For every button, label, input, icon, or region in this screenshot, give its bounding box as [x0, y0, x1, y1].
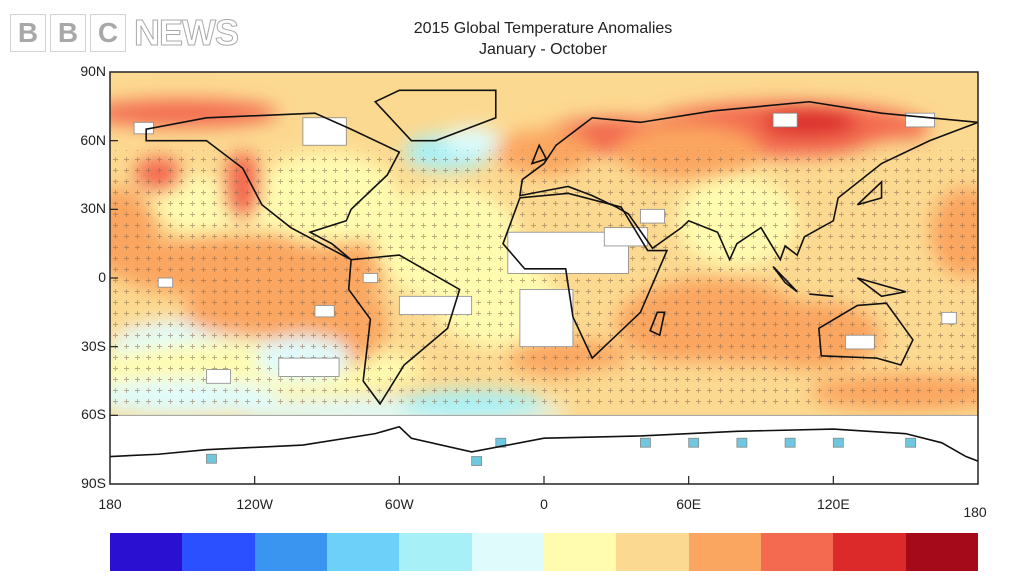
logo-letter: C — [90, 14, 126, 52]
no-data-cell — [206, 369, 231, 384]
latitude-label: 90S — [81, 475, 106, 491]
coastline — [818, 302, 914, 366]
colorbar-swatch — [544, 533, 617, 571]
bbc-news-logo: B B C NEWS — [10, 12, 240, 53]
no-data-cell — [157, 277, 174, 288]
colorbar-swatch — [182, 533, 256, 571]
longitude-label: 0 — [540, 496, 548, 512]
coastline — [373, 89, 497, 142]
coastline — [347, 254, 461, 406]
anomaly-region — [442, 126, 501, 155]
colorbar-swatch — [399, 533, 473, 571]
coastline — [110, 425, 978, 462]
longitude-label: 180 — [963, 504, 987, 520]
coastline — [649, 311, 666, 337]
no-data-cell — [206, 453, 217, 464]
latitude-label: 60S — [81, 406, 106, 423]
no-data-cell — [844, 334, 875, 350]
no-data-cell — [688, 437, 700, 448]
logo-letter: B — [10, 14, 46, 52]
no-data-cell — [772, 112, 798, 128]
coastline — [856, 277, 906, 298]
latitude-label: 30N — [80, 200, 106, 217]
colorbar-swatch — [471, 533, 545, 571]
longitude-label: 120W — [236, 496, 273, 512]
anomaly-region — [110, 99, 279, 127]
coastline — [809, 293, 834, 298]
no-data-cell — [640, 208, 665, 224]
map-title: 2015 Global Temperature Anomalies — [413, 20, 673, 37]
longitude-label: 60E — [676, 496, 702, 512]
colorbar-swatch — [905, 533, 979, 571]
no-data-cell — [278, 357, 340, 377]
coastline — [502, 192, 669, 360]
significance-stipple — [110, 150, 978, 410]
longitude-label: 120E — [816, 496, 850, 512]
colorbar-swatch — [110, 533, 183, 571]
coastline — [856, 180, 883, 206]
logo-letter: B — [50, 14, 86, 52]
colorbar-swatch — [761, 533, 834, 571]
colorbar-swatch — [616, 533, 690, 571]
longitude-label: 60W — [384, 496, 414, 512]
coastline — [530, 143, 548, 165]
latitude-label: 90N — [80, 63, 106, 79]
no-data-cell — [398, 295, 473, 316]
no-data-cell — [471, 456, 483, 466]
coastline — [518, 100, 978, 262]
colorbar-swatch — [688, 533, 762, 571]
colorbar-swatch — [327, 533, 400, 571]
no-data-cell — [519, 289, 574, 348]
no-data-cell — [784, 437, 796, 448]
coastline — [145, 112, 401, 261]
no-data-cell — [314, 305, 335, 318]
no-data-cell — [640, 437, 651, 448]
longitude-label: 180 — [98, 496, 122, 512]
latitude-label: 60N — [80, 131, 106, 148]
no-data-cell — [832, 437, 844, 448]
map-subtitle: January - October — [478, 41, 608, 58]
latitude-label: 30S — [81, 337, 106, 354]
no-data-cell — [302, 117, 347, 146]
no-data-cell — [941, 311, 957, 325]
no-data-region — [110, 414, 978, 484]
coastline — [772, 266, 798, 293]
colorbar-swatch — [254, 533, 328, 571]
no-data-cell — [362, 273, 379, 283]
no-data-cell — [736, 437, 748, 448]
latitude-label: 0 — [98, 269, 106, 285]
logo-word: NEWS — [134, 12, 240, 53]
colorbar-swatch — [833, 533, 907, 571]
no-data-cell — [905, 437, 917, 448]
no-data-cell — [603, 227, 649, 247]
